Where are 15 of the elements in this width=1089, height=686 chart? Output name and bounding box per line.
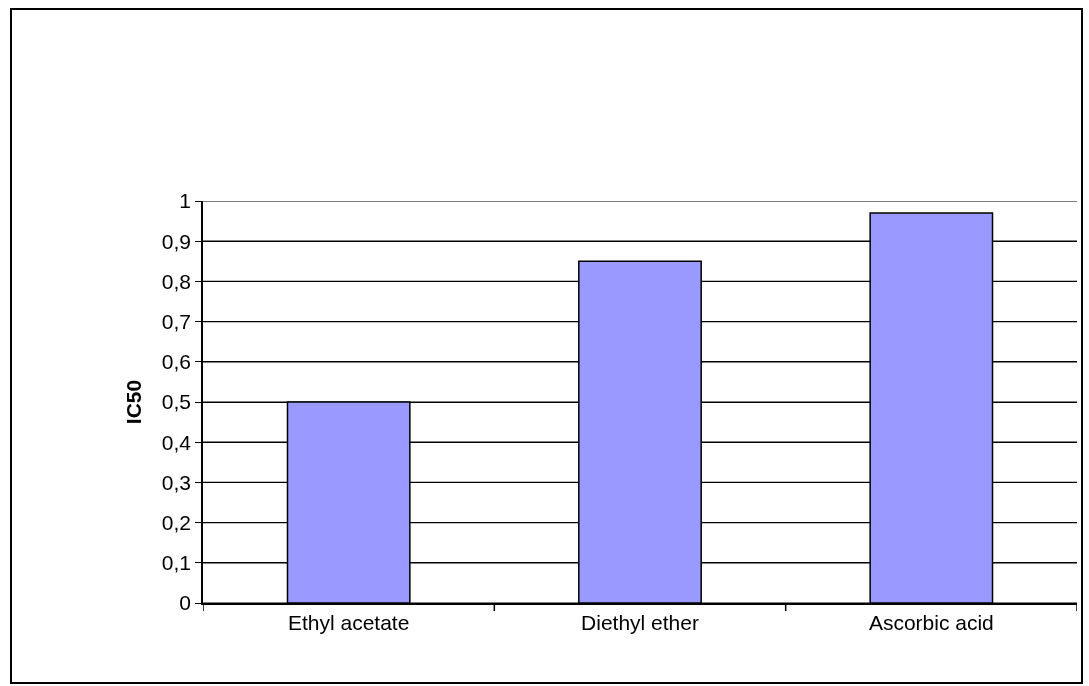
y-tick-label: 0,5 [161, 390, 192, 414]
x-tick-label: Diethyl ether [581, 610, 699, 634]
y-tick-label: 0,8 [161, 269, 192, 293]
y-tick-label: 0,9 [161, 229, 192, 253]
y-tick-label: 0 [179, 591, 192, 615]
y-tick-label: 0,4 [161, 430, 192, 454]
y-tick-label: 0,2 [161, 510, 192, 534]
y-tick-label: 0,6 [161, 350, 192, 374]
x-tick-label: Ascorbic acid [868, 610, 994, 634]
x-tick-label: Ethyl acetate [287, 610, 410, 634]
y-tick-label: 0,7 [161, 309, 192, 333]
y-tick-label: 1 [179, 189, 192, 213]
y-tick-label: 0,3 [161, 470, 192, 494]
y-tick-label: 0,1 [161, 551, 192, 575]
y-axis-title: IC50 [122, 379, 146, 425]
